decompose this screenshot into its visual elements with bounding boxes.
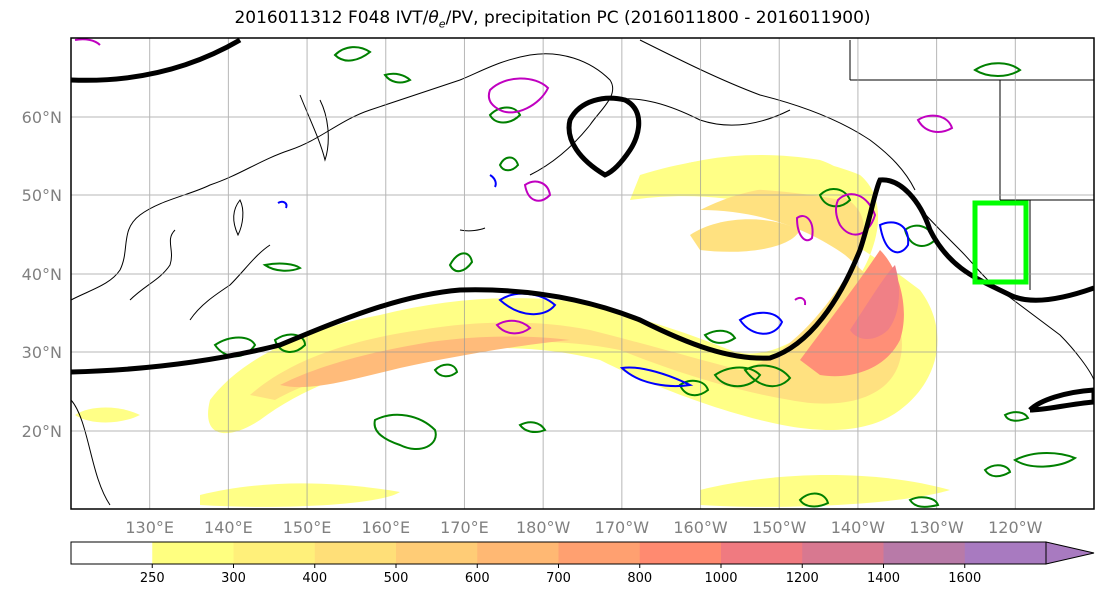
- chart-title: 2016011312 F048 IVT/θe/PV, precipitation…: [234, 8, 871, 31]
- colorbar-label: 1200: [786, 571, 819, 586]
- colorbar-label: 300: [221, 571, 246, 586]
- longitude-label: 140°W: [831, 518, 886, 537]
- longitude-labels: 130°E 140°E 150°E 160°E 170°E 180°W 170°W 160°W…: [125, 518, 1042, 537]
- precip-core-1000: [850, 265, 900, 339]
- green-contours: [213, 46, 1078, 508]
- colorbar-segment: [71, 542, 153, 564]
- longitude-label: 120°W: [988, 518, 1043, 537]
- precip-core-800: [800, 250, 904, 377]
- colorbar-labels: 250 300 400 500 600 700 800 1000 1200 1400 1600: [140, 564, 981, 586]
- target-box: [972, 200, 1029, 285]
- colorbar-segment: [802, 542, 884, 564]
- map-area: [71, 38, 1094, 509]
- colorbar-segment: [152, 542, 234, 564]
- longitude-label: 140°E: [204, 518, 253, 537]
- latitude-label: 40°N: [22, 265, 62, 284]
- colorbar-label: 600: [465, 571, 490, 586]
- colorbar-label: 250: [140, 571, 165, 586]
- blue-contours: [277, 174, 910, 388]
- latitude-label: 20°N: [22, 422, 62, 441]
- latitude-labels: 60°N 50°N 40°N 30°N 20°N: [22, 108, 62, 441]
- precip-blob-east: [690, 219, 800, 252]
- precip-band-300: [208, 156, 938, 434]
- colorbar-segment: [233, 542, 316, 564]
- colorbar-extend-arrow: [1045, 541, 1095, 565]
- colorbar-segment: [883, 542, 966, 564]
- precip-south-3: [700, 475, 950, 507]
- precip-band-600: [280, 336, 570, 388]
- longitude-label: 130°W: [909, 518, 964, 537]
- colorbar-segment: [639, 542, 722, 564]
- longitude-label: 150°W: [752, 518, 807, 537]
- colorbar-segment: [396, 542, 478, 564]
- precip-south-2: [200, 483, 400, 507]
- colorbar-label: 400: [302, 571, 327, 586]
- longitude-label: 160°E: [361, 518, 410, 537]
- colorbar-segment: [314, 542, 397, 564]
- magenta-contours: [74, 38, 954, 335]
- colorbar: [70, 541, 1095, 565]
- latitude-label: 50°N: [22, 186, 62, 205]
- coastlines: [71, 39, 1094, 506]
- colorbar-label: 1400: [867, 571, 900, 586]
- latitude-label: 60°N: [22, 108, 62, 127]
- precip-shading: [75, 155, 950, 507]
- longitude-label: 160°W: [673, 518, 728, 537]
- longitude-label: 150°E: [283, 518, 332, 537]
- colorbar-label: 500: [384, 571, 409, 586]
- longitude-label: 180°W: [516, 518, 571, 537]
- gridlines: [71, 38, 1094, 509]
- colorbar-segment: [964, 542, 1047, 564]
- colorbar-label: 1600: [948, 571, 981, 586]
- longitude-label: 170°E: [440, 518, 489, 537]
- latitude-label: 30°N: [22, 343, 62, 362]
- colorbar-segment: [558, 542, 641, 564]
- map-frame: [70, 37, 1095, 510]
- precip-south-1: [75, 407, 140, 423]
- ivt-contours: [71, 38, 1094, 413]
- colorbar-label: 1000: [704, 571, 737, 586]
- longitude-label: 170°W: [595, 518, 650, 537]
- colorbar-segment: [477, 542, 559, 564]
- colorbar-label: 800: [627, 571, 652, 586]
- longitude-label: 130°E: [125, 518, 174, 537]
- colorbar-label: 700: [546, 571, 571, 586]
- colorbar-segment: [721, 542, 803, 564]
